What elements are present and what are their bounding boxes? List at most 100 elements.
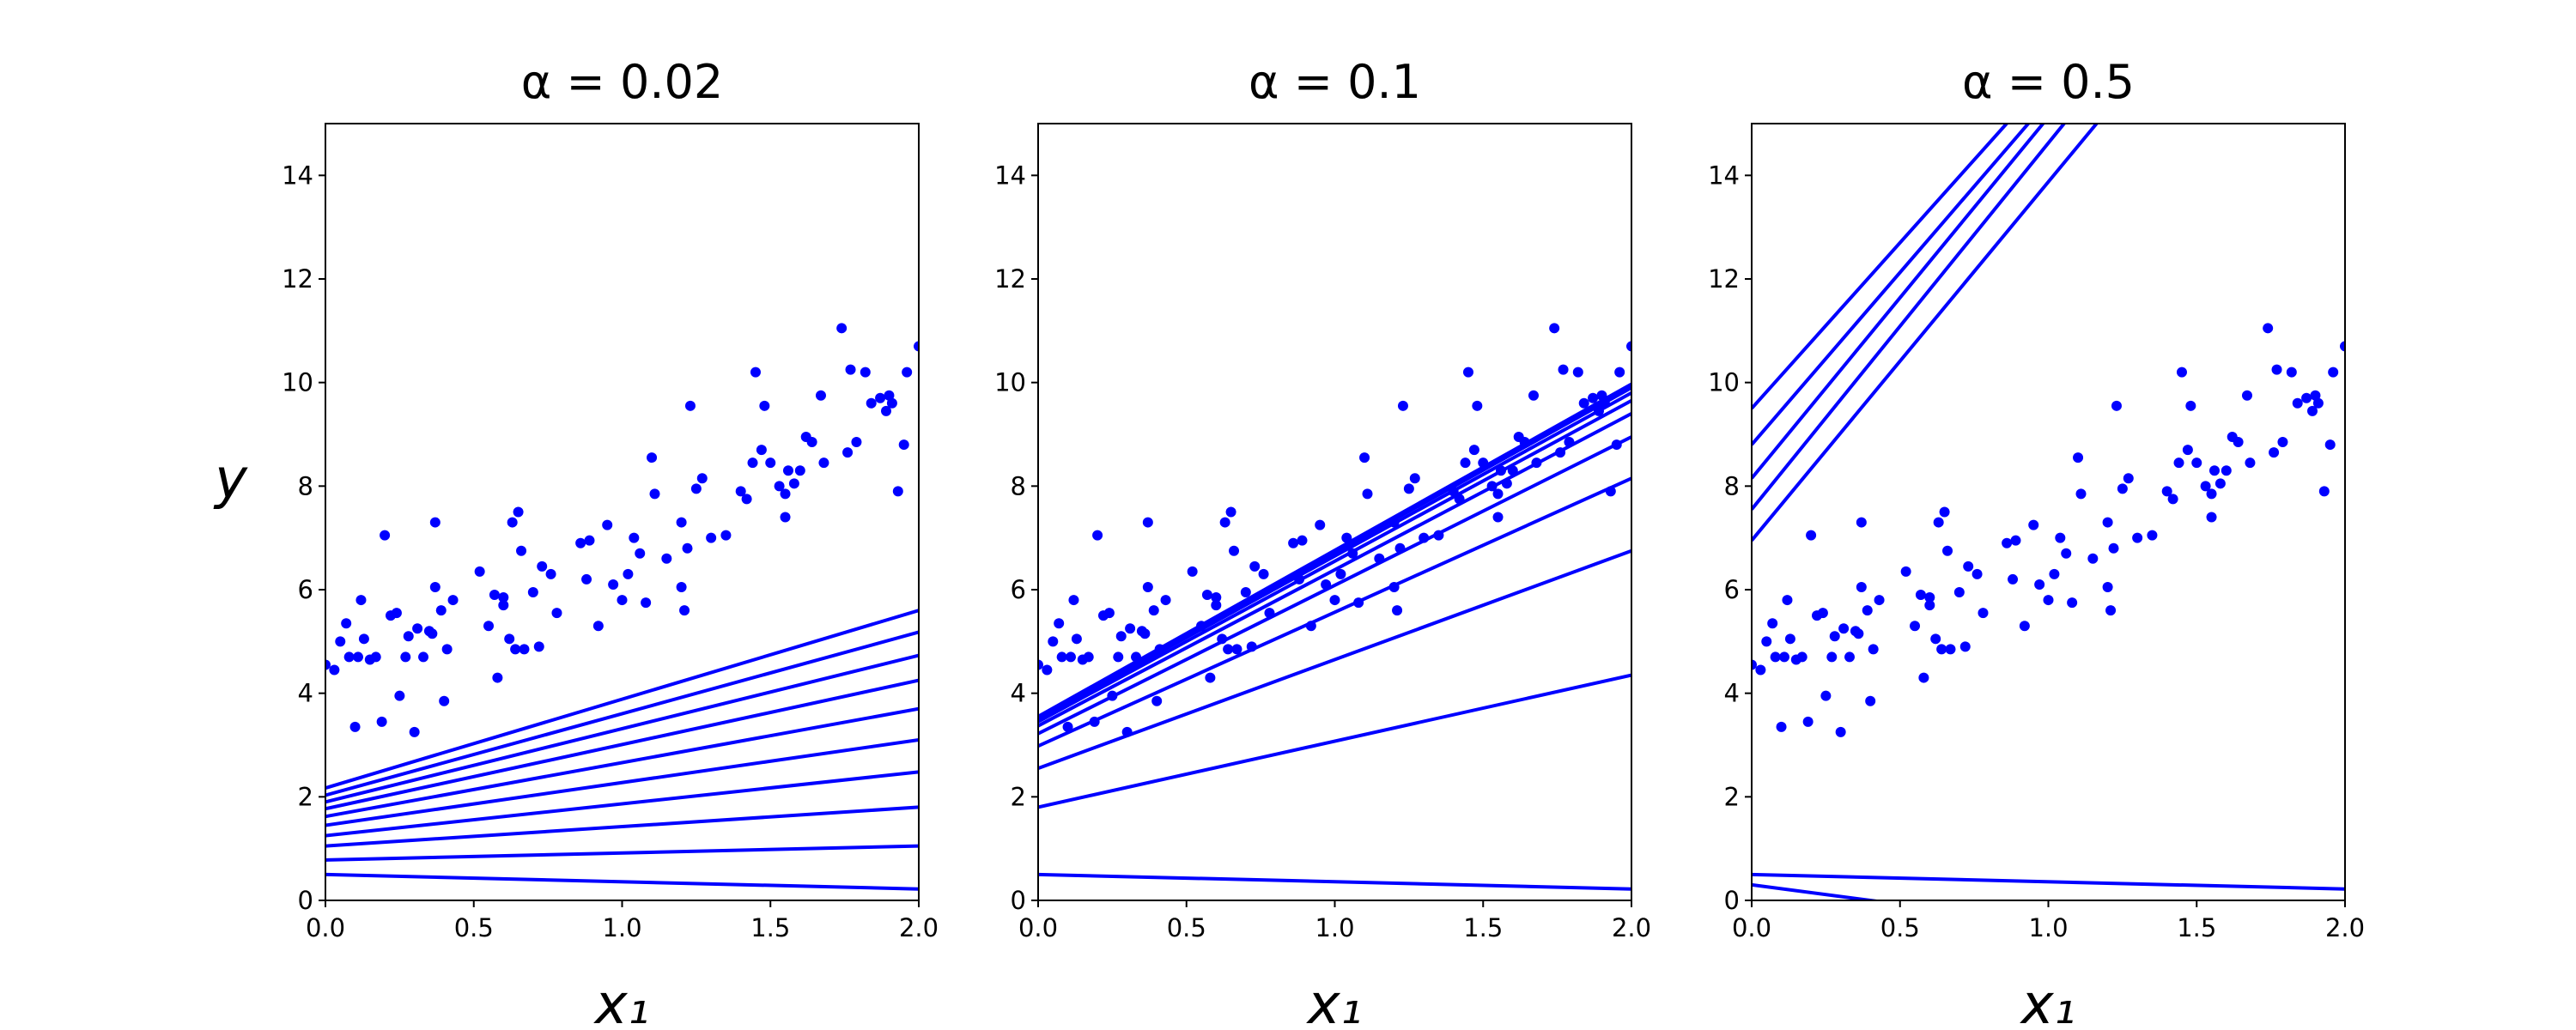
point xyxy=(1359,452,1370,464)
line xyxy=(325,872,919,891)
point xyxy=(507,517,518,528)
point xyxy=(774,481,785,492)
y-tick-label: 8 xyxy=(298,471,313,500)
line xyxy=(1752,124,2067,511)
y-tick-label: 0 xyxy=(1011,886,1026,915)
point xyxy=(836,323,848,334)
point xyxy=(551,608,562,619)
point xyxy=(1796,651,1807,663)
line xyxy=(1038,476,1631,748)
point xyxy=(1062,721,1073,732)
point xyxy=(584,535,595,546)
point xyxy=(1900,566,1911,577)
point xyxy=(1388,517,1400,528)
x-tick-label: 1.5 xyxy=(1463,913,1503,942)
point xyxy=(1107,690,1118,701)
point xyxy=(1817,608,1828,619)
point xyxy=(866,397,877,409)
point xyxy=(474,566,485,577)
point xyxy=(1865,695,1876,706)
y-tick-label: 8 xyxy=(1724,471,1740,500)
point xyxy=(1862,605,1873,616)
x-tick-label: 0.0 xyxy=(1732,913,1771,942)
point xyxy=(358,633,369,645)
point xyxy=(1403,483,1414,494)
point xyxy=(2002,537,2013,548)
plot-area xyxy=(1038,323,1631,891)
point xyxy=(623,568,634,579)
point xyxy=(2191,457,2202,469)
point xyxy=(1054,618,1065,629)
point xyxy=(602,519,613,530)
point xyxy=(516,545,527,556)
line xyxy=(1038,435,1631,736)
point xyxy=(880,405,891,416)
point xyxy=(2067,597,2078,609)
point xyxy=(1495,465,1506,476)
point xyxy=(2043,595,2054,606)
point xyxy=(527,587,538,598)
point xyxy=(581,573,592,585)
point xyxy=(349,721,361,732)
line xyxy=(1752,124,2009,410)
point xyxy=(2087,553,2099,564)
x-tick-label: 1.5 xyxy=(2177,913,2216,942)
line xyxy=(1752,124,2045,480)
point xyxy=(418,651,429,663)
point xyxy=(676,581,687,592)
point xyxy=(2061,548,2072,559)
point xyxy=(884,390,895,401)
point xyxy=(1784,633,1795,645)
point xyxy=(886,397,897,409)
point xyxy=(2073,452,2084,464)
x-tick-label: 1.5 xyxy=(750,913,790,942)
point xyxy=(1478,457,1489,469)
y-tick-label: 12 xyxy=(282,264,313,294)
point xyxy=(1211,600,1222,611)
point xyxy=(1578,397,1589,409)
line xyxy=(1752,124,2031,446)
point xyxy=(447,595,459,606)
point xyxy=(575,537,586,548)
point xyxy=(1397,400,1408,411)
point xyxy=(1776,721,1787,732)
x-tick-label: 1.0 xyxy=(602,913,641,942)
point xyxy=(1103,608,1115,619)
point xyxy=(756,445,767,456)
point xyxy=(2277,437,2288,448)
point xyxy=(2185,400,2196,411)
point xyxy=(1217,633,1228,645)
point xyxy=(2019,621,2030,632)
point xyxy=(1572,367,1583,378)
point xyxy=(1092,530,1103,541)
y-tick-label: 14 xyxy=(994,161,1026,190)
point xyxy=(765,457,776,469)
point xyxy=(1531,457,1542,469)
point xyxy=(513,506,524,518)
point xyxy=(1856,581,1867,592)
point xyxy=(2245,457,2256,469)
point xyxy=(2132,532,2143,543)
x-axis-label: x₁ xyxy=(593,973,650,1030)
point xyxy=(2167,494,2178,505)
panel: 0.0 0.5 1.0 1.5 2.0 0 2 4 6 8 10 12 14 α = 0.5 x₁ xyxy=(1708,55,2365,1030)
axes-frame xyxy=(1751,123,2346,901)
y-tick-label: 4 xyxy=(1011,679,1026,708)
point xyxy=(1933,517,1944,528)
point xyxy=(439,695,450,706)
point xyxy=(2028,519,2039,530)
point xyxy=(1924,592,1935,603)
point xyxy=(1419,532,1430,543)
line xyxy=(1038,673,1631,809)
point xyxy=(1353,597,1364,609)
point xyxy=(1835,726,1846,737)
point xyxy=(1160,595,1171,606)
point xyxy=(2269,447,2280,458)
point xyxy=(1374,553,1385,564)
point xyxy=(720,530,732,541)
point xyxy=(2292,397,2303,409)
y-tick-label: 2 xyxy=(1011,782,1026,811)
point xyxy=(1611,439,1622,451)
point xyxy=(2147,530,2158,541)
line xyxy=(325,630,919,797)
